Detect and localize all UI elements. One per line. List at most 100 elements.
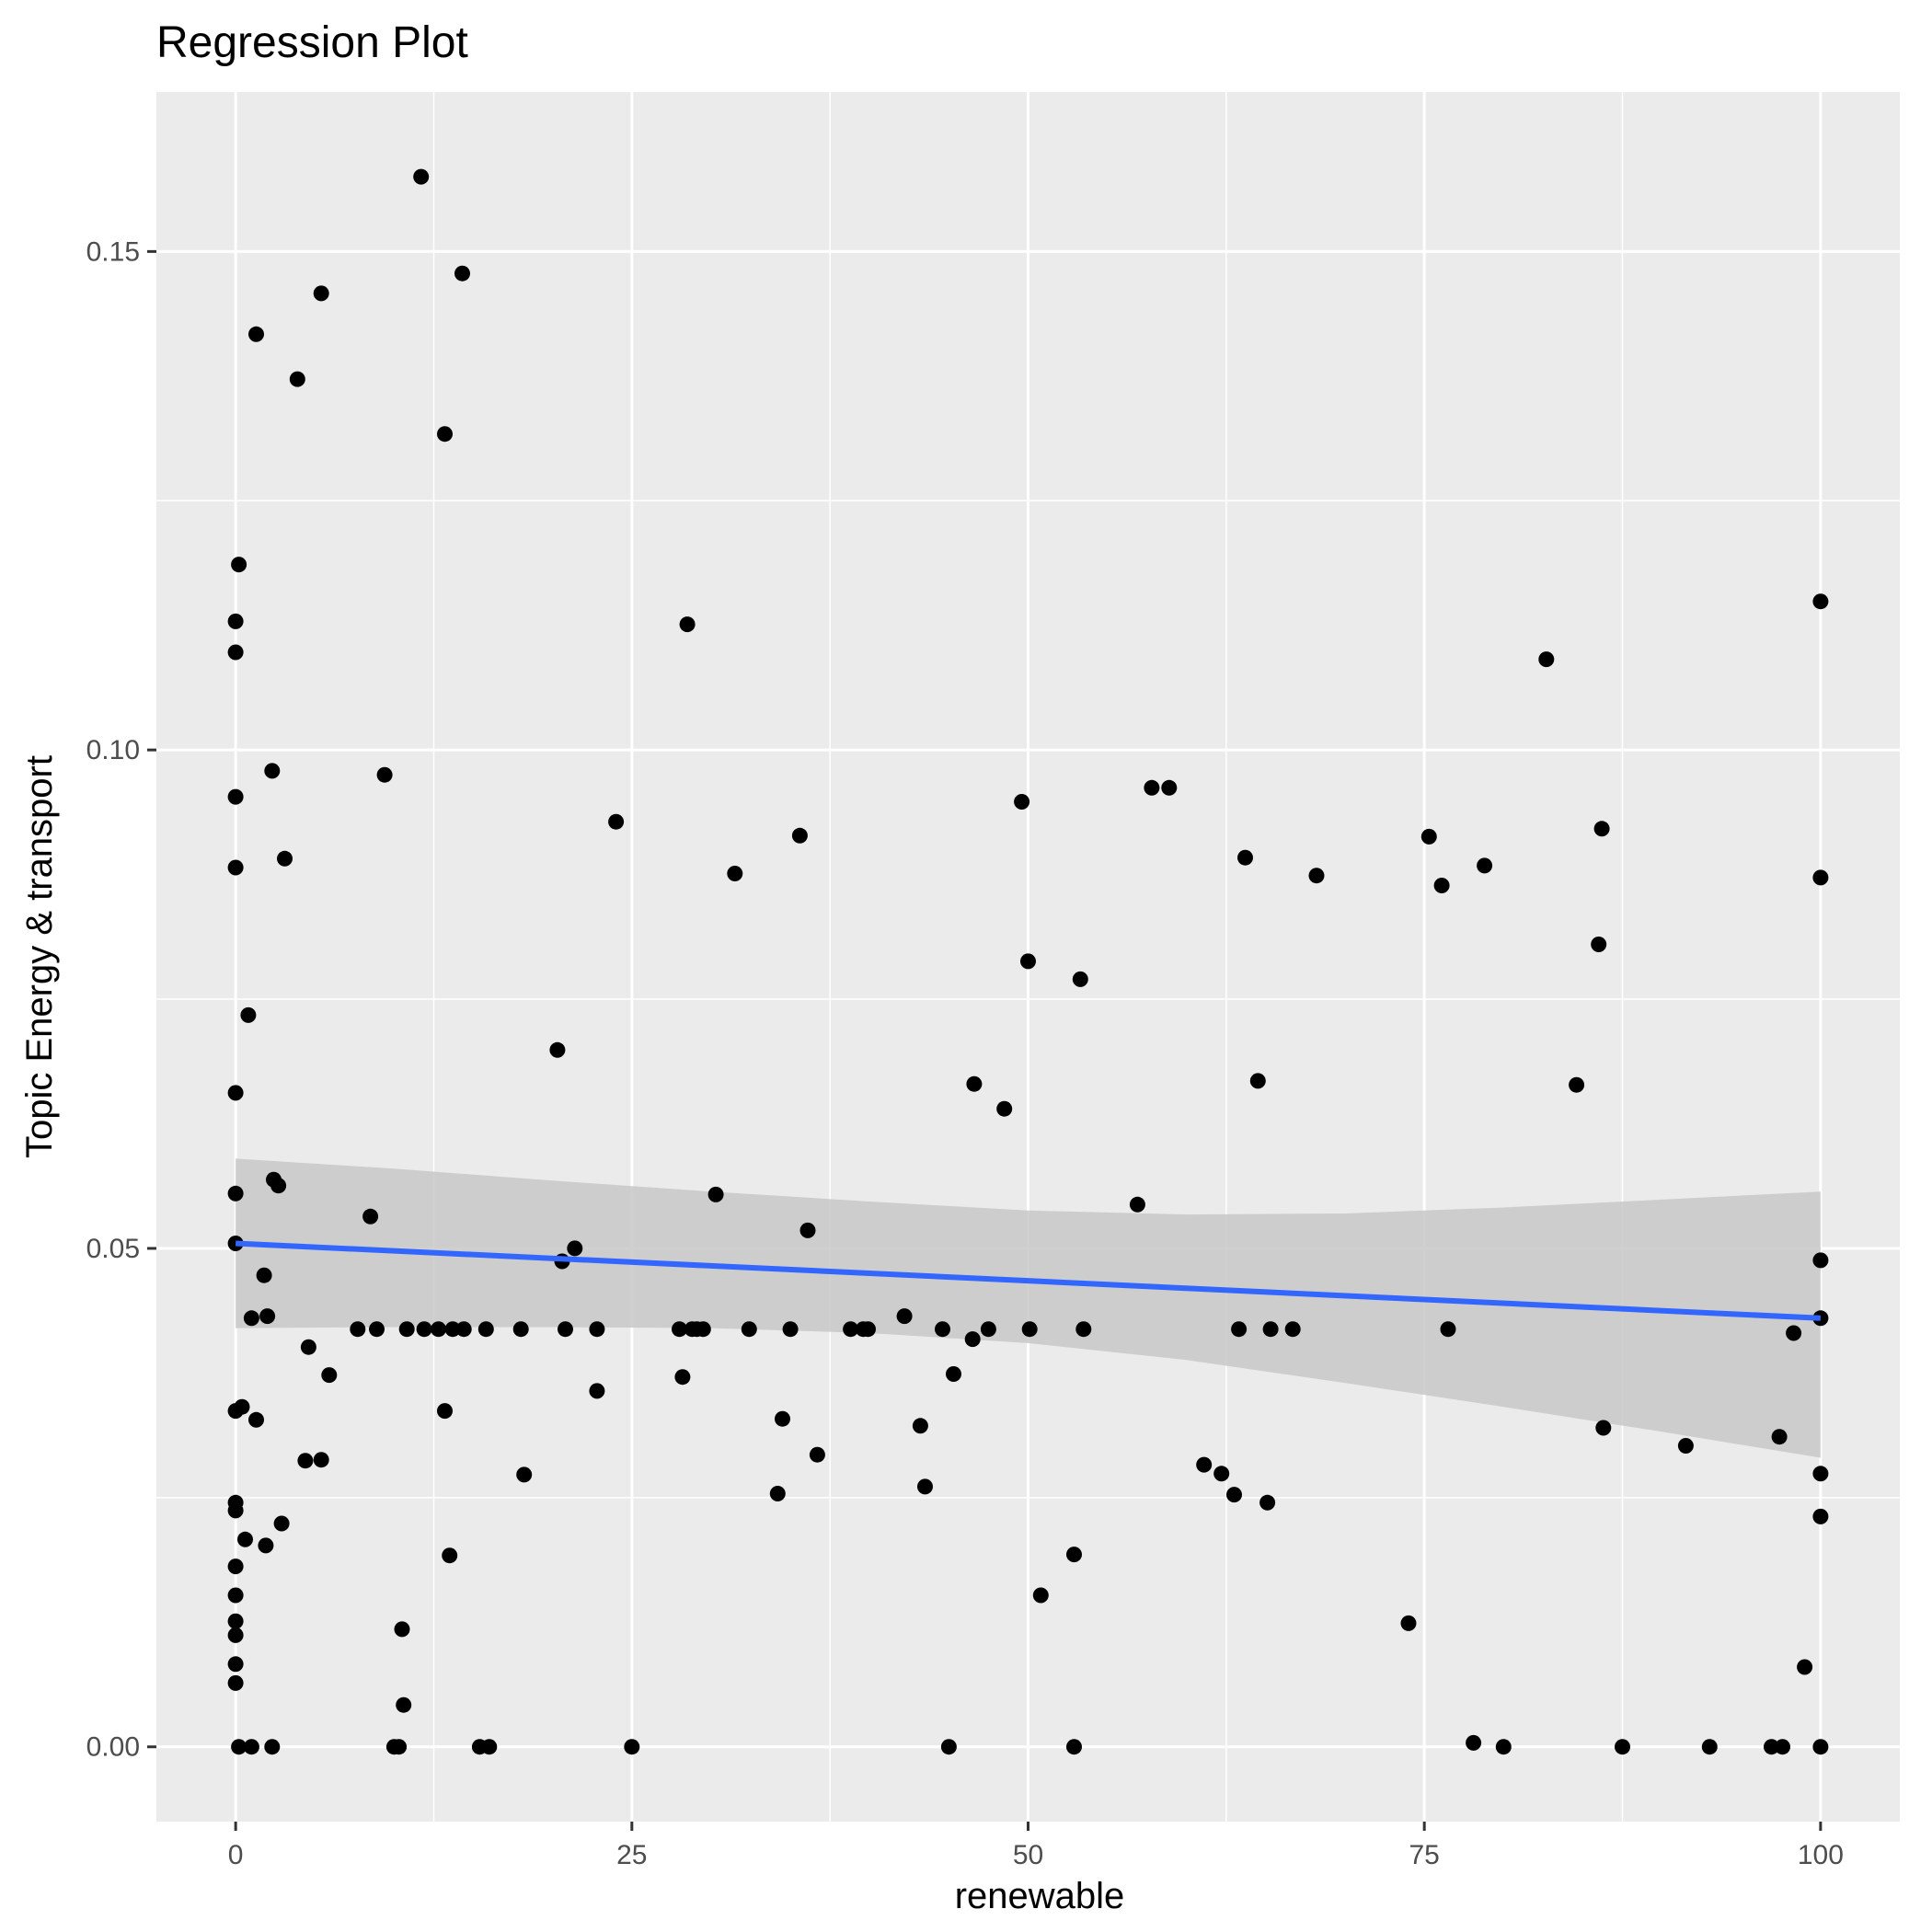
confidence-band [236, 1158, 1821, 1458]
y-axis-label: Topic Energy & transport [19, 755, 60, 1158]
data-point [512, 1321, 529, 1338]
data-point [362, 1208, 379, 1225]
x-tick-label: 0 [228, 1840, 244, 1870]
data-point [935, 1321, 950, 1338]
data-point [442, 1547, 458, 1564]
data-point [608, 813, 625, 830]
data-point [369, 1321, 385, 1338]
data-point [394, 1621, 410, 1638]
data-point [980, 1321, 996, 1338]
data-point [1569, 1076, 1585, 1093]
data-point [481, 1739, 498, 1755]
data-point [1812, 593, 1829, 610]
data-point [1615, 1739, 1630, 1755]
data-point [1440, 1321, 1456, 1338]
data-point [1677, 1438, 1694, 1454]
data-point [567, 1240, 583, 1257]
data-point [549, 1041, 566, 1058]
data-point [1812, 1466, 1829, 1482]
data-point [248, 1411, 264, 1428]
data-point [259, 1308, 276, 1325]
data-point [227, 1627, 244, 1643]
data-point [227, 1587, 244, 1604]
data-point [809, 1446, 825, 1463]
y-tick-label: 0.05 [86, 1234, 140, 1264]
data-point [231, 1739, 247, 1755]
data-point [321, 1367, 338, 1384]
data-point [454, 265, 470, 282]
chart-title: Regression Plot [156, 18, 468, 67]
confidence-band-layer [236, 1158, 1821, 1458]
data-point [695, 1321, 711, 1338]
data-point [996, 1100, 1013, 1117]
data-point [1213, 1466, 1230, 1482]
data-point [843, 1321, 859, 1338]
data-point [477, 1321, 494, 1338]
data-point [1066, 1739, 1082, 1755]
data-point [1259, 1494, 1276, 1511]
data-point [769, 1486, 786, 1501]
x-tick-label: 50 [1013, 1840, 1043, 1870]
data-point [227, 644, 244, 661]
data-point [227, 1502, 244, 1519]
data-point [1477, 857, 1493, 874]
x-tick-label: 100 [1798, 1840, 1844, 1870]
x-axis-label: renewable [955, 1876, 1125, 1916]
data-point [264, 763, 281, 779]
axes: 0 25 50 75 100 0.00 0.05 0.10 0.15 [86, 236, 1844, 1870]
data-point [273, 1515, 290, 1532]
data-point [227, 1656, 244, 1673]
data-point [1144, 779, 1160, 796]
data-point [227, 613, 244, 629]
data-point [679, 616, 696, 633]
data-point [940, 1739, 957, 1755]
data-point [227, 1674, 244, 1691]
data-point [1072, 971, 1088, 987]
data-point [1593, 821, 1610, 837]
data-point [227, 859, 244, 876]
data-point [727, 866, 743, 881]
data-point [413, 168, 430, 185]
data-point [1161, 779, 1178, 796]
data-point [270, 1178, 287, 1194]
data-point [1231, 1321, 1248, 1338]
data-point [376, 766, 393, 783]
data-point [398, 1321, 415, 1338]
data-points [227, 168, 1829, 1755]
data-point [946, 1366, 961, 1382]
data-point [243, 1739, 259, 1755]
data-point [300, 1339, 316, 1355]
data-point [256, 1267, 272, 1283]
data-point [416, 1321, 432, 1338]
data-point [1797, 1659, 1813, 1675]
data-point [1237, 849, 1253, 866]
data-point [1786, 1325, 1802, 1341]
data-point [234, 1398, 250, 1415]
data-point [1775, 1739, 1790, 1755]
data-point [672, 1321, 687, 1338]
data-point [227, 1236, 244, 1251]
data-point [1075, 1321, 1092, 1338]
data-point [248, 326, 264, 342]
data-point [1495, 1739, 1512, 1755]
x-tick-label: 75 [1409, 1840, 1439, 1870]
data-point [912, 1418, 928, 1434]
data-point [227, 1613, 244, 1629]
data-point [1591, 937, 1607, 952]
data-point [782, 1321, 799, 1338]
data-point [258, 1537, 274, 1554]
y-tick-label: 0.00 [86, 1732, 140, 1763]
data-point [516, 1466, 533, 1483]
data-point [1595, 1420, 1612, 1436]
data-point [1014, 794, 1030, 810]
data-point [741, 1321, 757, 1338]
data-point [1812, 1310, 1829, 1327]
data-point [896, 1308, 913, 1325]
data-point [1764, 1739, 1779, 1755]
data-point [1812, 1252, 1829, 1269]
data-point [1032, 1587, 1049, 1604]
data-point [277, 850, 293, 867]
data-point [243, 1310, 259, 1327]
data-point [1021, 1321, 1038, 1338]
